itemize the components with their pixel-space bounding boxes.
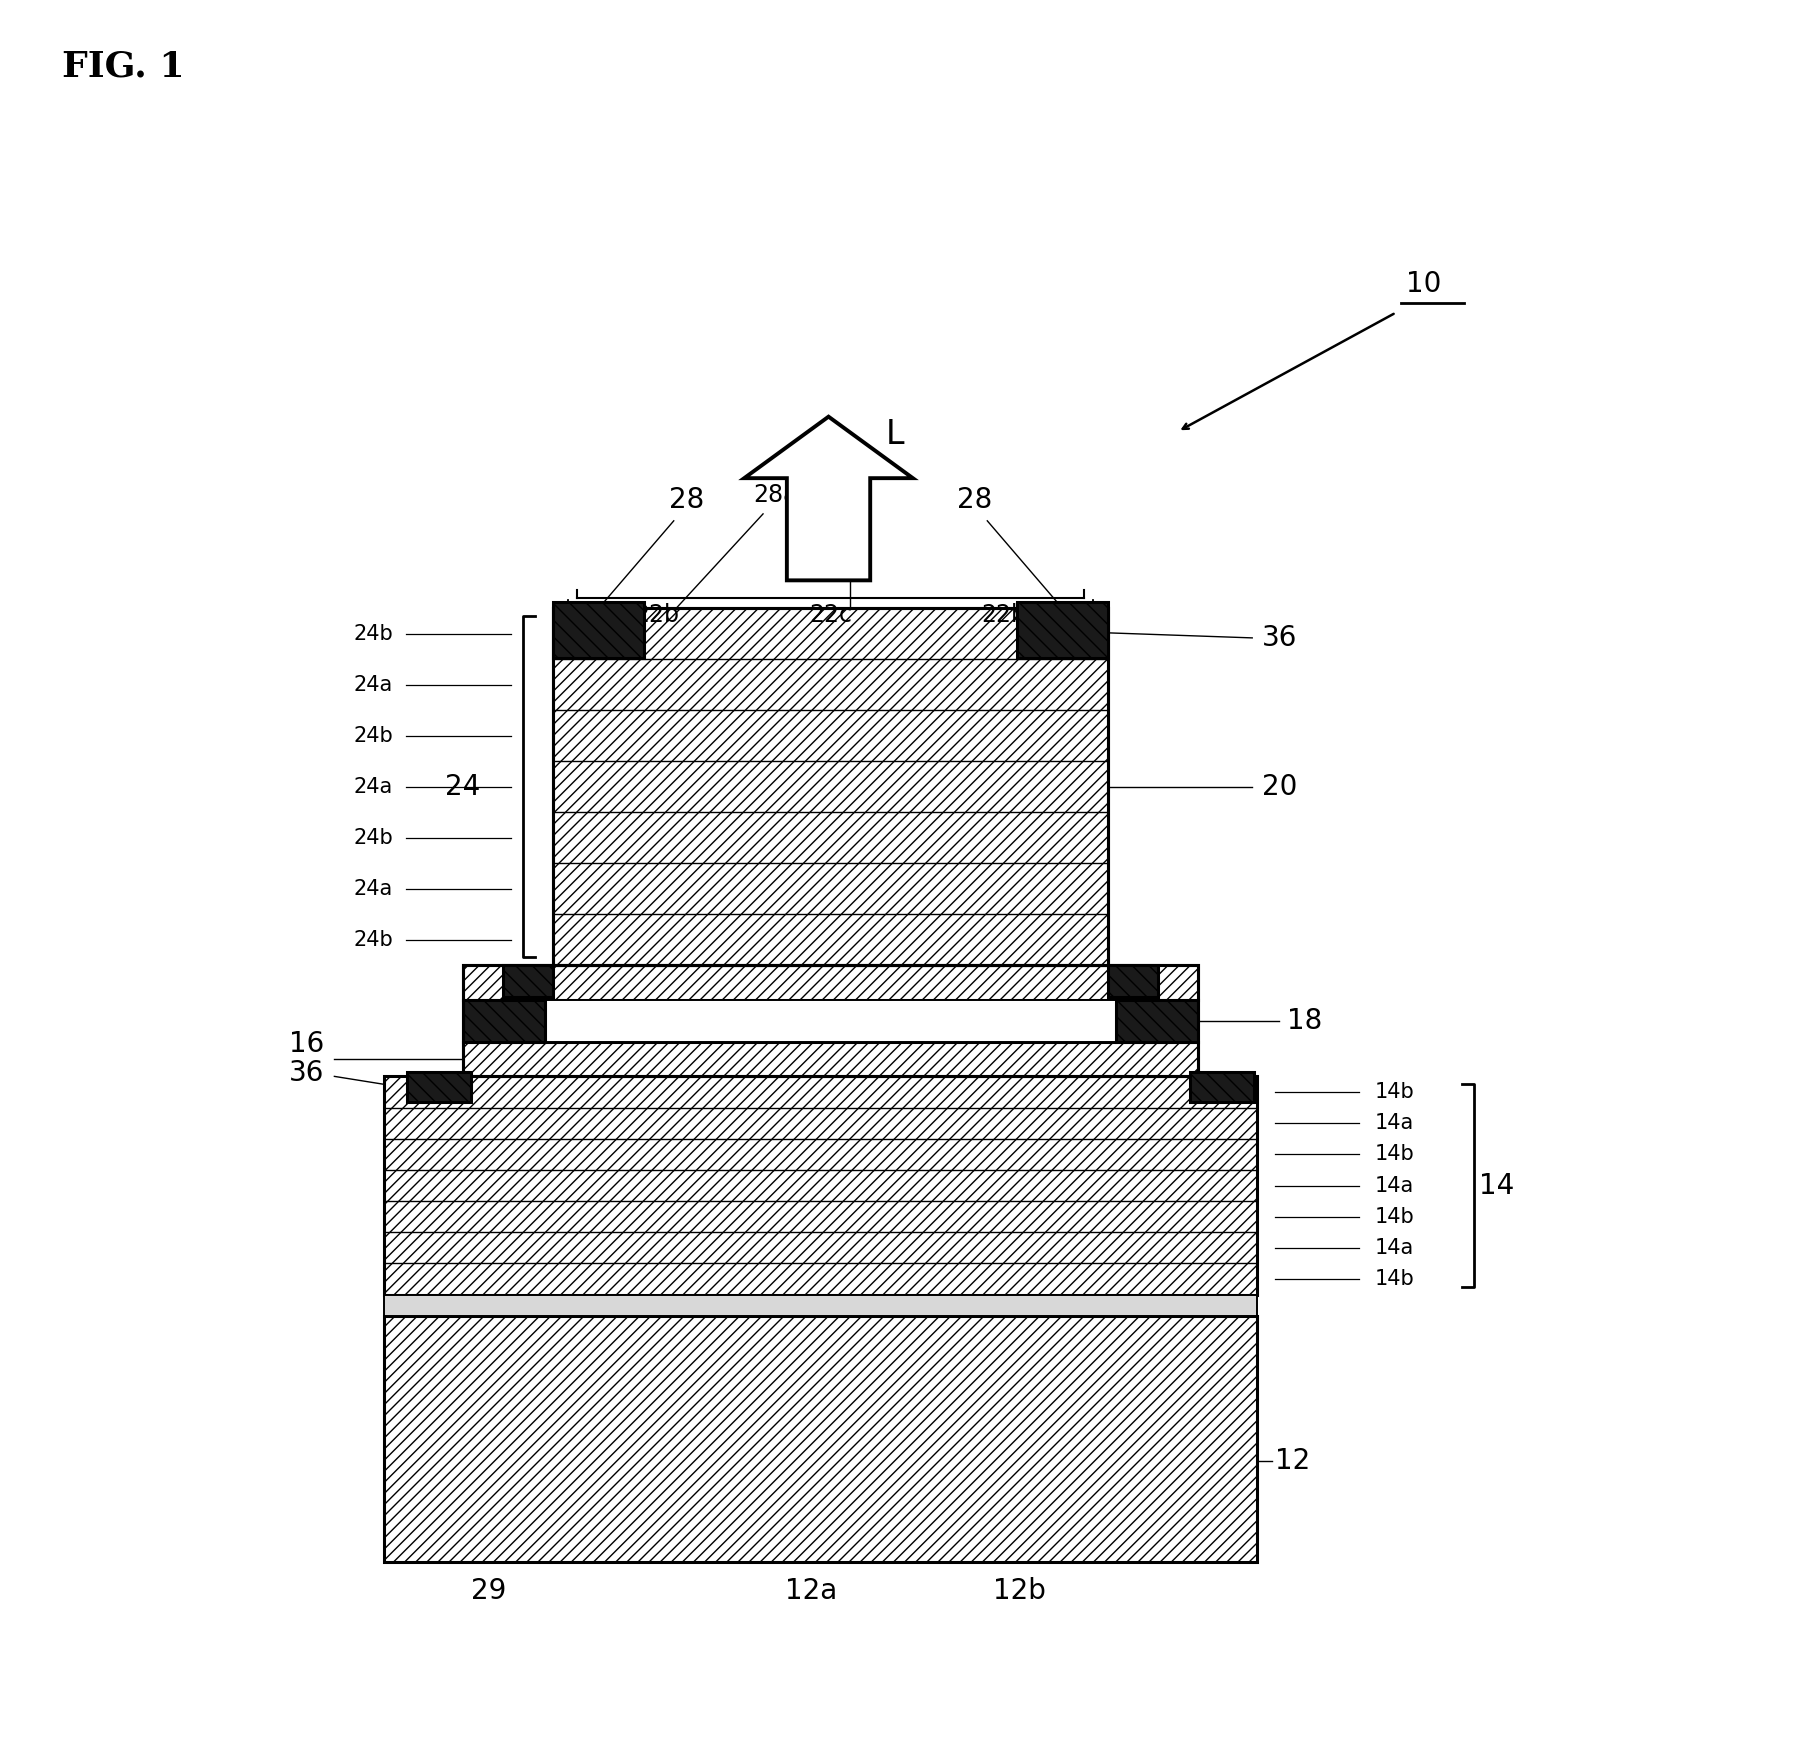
Text: 24a: 24a [353,776,393,797]
Text: 22: 22 [811,556,847,584]
Text: 14: 14 [1480,1171,1514,1199]
Bar [384,1316,1258,1563]
Text: 14b: 14b [1374,1206,1414,1227]
Text: 28: 28 [669,486,705,514]
Bar [384,1077,1258,1295]
Bar [553,601,644,657]
Text: L: L [886,418,904,451]
Bar [1116,1000,1198,1042]
Text: 22b: 22b [981,603,1026,628]
Text: 12b: 12b [992,1577,1046,1605]
Text: 22c: 22c [809,603,852,628]
Text: 24b: 24b [353,930,393,949]
Text: 16: 16 [289,1030,325,1058]
Bar [553,608,1109,965]
Text: 24: 24 [445,773,481,801]
Text: 22b: 22b [635,603,680,628]
Bar [463,965,1198,1077]
Text: 24a: 24a [353,879,393,898]
Text: 14a: 14a [1374,1238,1414,1259]
Text: 22a: 22a [820,482,865,507]
Bar [545,1000,1116,1042]
Text: FIG. 1: FIG. 1 [61,49,185,84]
Text: 12: 12 [1276,1447,1310,1475]
Bar [463,965,1198,1000]
Text: 36: 36 [289,1059,325,1087]
Bar [407,1073,472,1103]
Bar [1189,1073,1254,1103]
Text: 18: 18 [1286,1007,1322,1035]
Text: 36: 36 [1263,624,1297,652]
Text: 10: 10 [1406,269,1441,297]
Text: 14a: 14a [1374,1113,1414,1133]
Bar [553,608,1109,965]
Text: 24b: 24b [353,624,393,643]
Text: 28: 28 [956,486,992,514]
Text: 12a: 12a [784,1577,836,1605]
Text: 24a: 24a [353,675,393,694]
Text: 28a: 28a [753,482,798,507]
Text: 24b: 24b [353,829,393,848]
Text: 20: 20 [1263,773,1297,801]
Bar [502,965,553,996]
Text: 14a: 14a [1374,1175,1414,1196]
Bar [1109,965,1157,996]
Bar [384,1295,1258,1316]
Text: 14b: 14b [1374,1082,1414,1101]
Text: 14b: 14b [1374,1145,1414,1164]
Bar [1017,601,1109,657]
Text: 14b: 14b [1374,1269,1414,1288]
Text: 24b: 24b [353,725,393,746]
Polygon shape [745,416,913,580]
Text: 29: 29 [470,1577,506,1605]
Bar [463,1000,545,1042]
Bar [463,1042,1198,1077]
